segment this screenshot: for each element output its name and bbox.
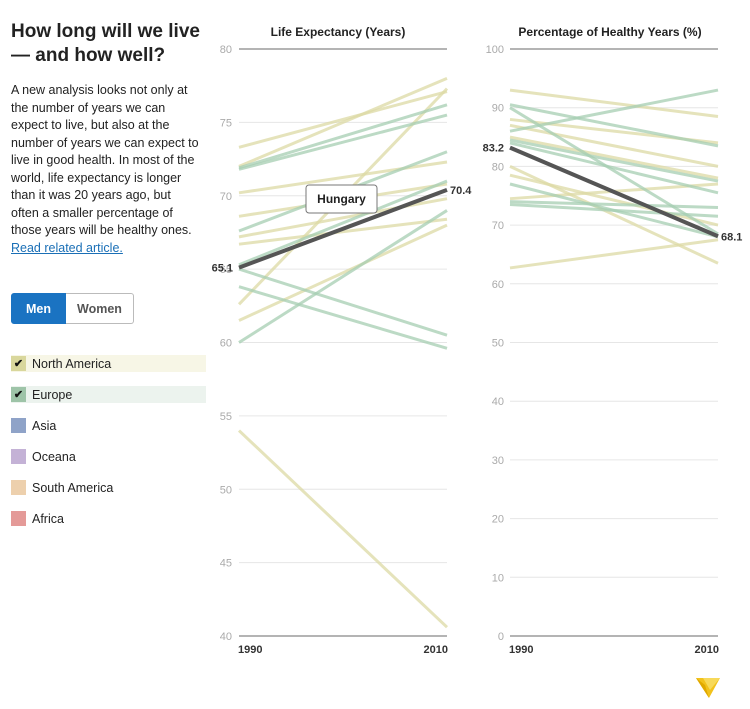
series-line (238, 113, 448, 171)
highlight-line (238, 188, 448, 270)
legend-label: North America (32, 356, 112, 371)
y-tick-label: 40 (220, 631, 232, 643)
series-line (238, 160, 448, 195)
legend-swatch[interactable] (11, 449, 26, 464)
related-article-link[interactable]: Read related article. (11, 240, 123, 255)
series-line (238, 217, 448, 246)
series-line (509, 88, 719, 118)
y-tick-label: 90 (492, 103, 504, 115)
y-tick-label: 80 (220, 44, 232, 56)
series-line (509, 135, 719, 180)
y-tick-label: 45 (220, 558, 232, 570)
legend-swatch[interactable] (11, 418, 26, 433)
x-tick-label: 1990 (509, 644, 533, 656)
legend-label: Oceana (32, 449, 76, 464)
legend-item-highlight (11, 355, 206, 372)
series-line (238, 90, 448, 149)
intro-text: A new analysis looks not only at the num… (11, 82, 201, 257)
series-line (238, 197, 448, 239)
y-tick-label: 65 (220, 264, 232, 276)
series-line (238, 267, 448, 337)
series-line (238, 76, 448, 168)
highlight-start-label: 83.2 (483, 143, 504, 155)
chart-panel-2: Percentage of Healthy Years (%) 0 10 20 30 40… (483, 25, 743, 656)
legend-label: South America (32, 480, 114, 495)
logo-icon (696, 678, 720, 698)
page-title: How long will we live — and how well? (11, 21, 200, 66)
checkmark-icon[interactable]: ✔ (11, 356, 26, 371)
highlight-line (509, 145, 719, 239)
legend-label: Asia (32, 418, 57, 433)
y-tick-label: 60 (492, 279, 504, 291)
series-line (237, 429, 449, 629)
series-line (238, 285, 448, 350)
tooltip-box (305, 184, 378, 214)
y-tick-label: 50 (492, 338, 504, 350)
tooltip-label: Hungary (317, 192, 366, 206)
y-tick-label: 70 (492, 220, 504, 232)
series-line (238, 209, 448, 344)
y-tick-label: 75 (220, 117, 232, 129)
y-tick-label: 60 (220, 338, 232, 350)
y-tick-label: 0 (498, 631, 504, 643)
legend-item[interactable]: Oceana (11, 446, 201, 467)
series-line (509, 173, 719, 227)
y-tick-label: 10 (492, 572, 504, 584)
series-line (509, 123, 719, 168)
series-line (238, 223, 448, 322)
highlight-end-label: 70.4 (450, 185, 472, 197)
y-tick-label: 70 (220, 191, 232, 203)
women-button[interactable]: Women (66, 293, 134, 324)
chart-panel-1: Life Expectancy (Years) 40 45 50 55 60 65 70 75 8… (212, 25, 473, 656)
series-line (509, 103, 719, 148)
y-tick-label: 55 (220, 411, 232, 423)
men-button[interactable]: Men (11, 293, 66, 324)
chart-title: Percentage of Healthy Years (%) (518, 25, 701, 39)
legend-swatch[interactable] (11, 480, 26, 495)
x-tick-label: 2010 (695, 644, 719, 656)
series-line (509, 200, 719, 209)
series-line (509, 138, 719, 183)
y-tick-label: 50 (220, 484, 232, 496)
x-tick-label: 2010 (424, 644, 448, 656)
legend-swatch[interactable] (11, 511, 26, 526)
region-legend: ✔ North America ✔ Europe Asia Oceana South Ame… (11, 353, 206, 539)
sidebar: How long will we live — and how well? A … (11, 20, 206, 526)
legend-label: Europe (32, 387, 73, 402)
checkmark-icon[interactable]: ✔ (11, 387, 26, 402)
series-lines (237, 76, 449, 629)
legend-item[interactable]: Africa (11, 508, 201, 529)
x-tick-label: 1990 (238, 644, 262, 656)
y-tick-label: 80 (492, 161, 504, 173)
chart-title: Life Expectancy (Years) (271, 25, 406, 39)
hungary-tooltip: Hungary (305, 184, 378, 214)
series-line (509, 203, 719, 218)
y-tick-label: 30 (492, 455, 504, 467)
y-tick-label: 20 (492, 514, 504, 526)
highlight-end-label: 68.1 (721, 231, 742, 243)
series-line (509, 88, 719, 133)
series-line (509, 238, 719, 270)
series-line (509, 141, 719, 195)
legend-item[interactable]: South America (11, 477, 201, 498)
series-lines (509, 88, 719, 270)
y-tick-label: 100 (486, 44, 504, 56)
legend-label: Africa (32, 511, 64, 526)
legend-item[interactable]: ✔ Europe (11, 384, 206, 405)
gender-toggle: Men Women (11, 293, 134, 324)
legend-item[interactable]: ✔ North America (11, 353, 206, 374)
intro-body: A new analysis looks not only at the num… (11, 83, 199, 237)
legend-item-highlight (11, 386, 206, 403)
legend-item[interactable]: Asia (11, 415, 201, 436)
highlight-start-label: 65.1 (212, 263, 233, 275)
y-tick-label: 40 (492, 396, 504, 408)
series-line (238, 179, 448, 267)
series-line (238, 103, 448, 170)
